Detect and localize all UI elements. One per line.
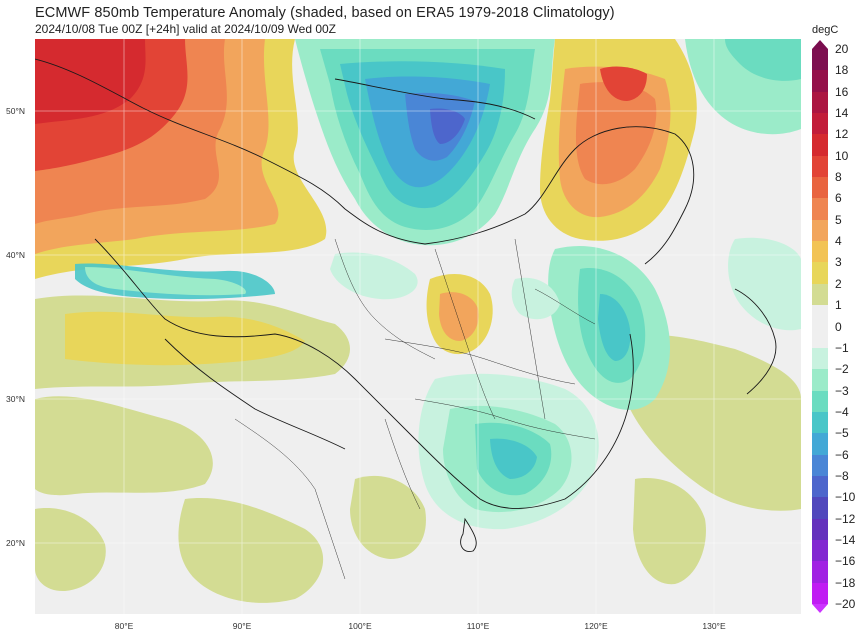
colorbar-swatch: [812, 475, 828, 498]
colorbar-tick-label: 4: [835, 234, 842, 249]
colorbar-swatch: [812, 582, 828, 605]
lon-label-110e: 110°E: [466, 621, 490, 631]
colorbar-tick-label: 10: [835, 148, 849, 163]
colorbar-tick-label: −16: [835, 554, 856, 569]
colorbar-swatch: [812, 326, 828, 349]
colorbar-tick-label: −20: [835, 597, 856, 611]
lat-label-40n: 40°N: [6, 250, 25, 260]
colorbar-swatch: [812, 539, 828, 562]
colorbar-tick-label: −18: [835, 575, 856, 590]
lat-label-30n: 30°N: [6, 394, 25, 404]
colorbar-swatch: [812, 91, 828, 114]
colorbar-tick-label: −2: [835, 362, 849, 377]
map-canvas: [35, 39, 801, 614]
colorbar-swatch: [812, 113, 828, 135]
colorbar-swatch: [812, 497, 828, 520]
colorbar-swatch: [812, 454, 828, 477]
colorbar-tick-label: 12: [835, 127, 849, 142]
colorbar-swatch: [812, 134, 828, 157]
colorbar-tick-label: 2: [835, 276, 842, 291]
colorbar-tick-label: −4: [835, 404, 849, 419]
colorbar-tick-label: −14: [835, 532, 856, 547]
colorbar-tick-label: 1: [835, 298, 842, 313]
colorbar-tick-label: 5: [835, 212, 842, 227]
colorbar-tick-label: 8: [835, 170, 842, 185]
colorbar-swatch: [812, 433, 828, 456]
colorbar-swatch: [812, 70, 828, 93]
anomaly-map: [35, 39, 801, 614]
lon-label-120e: 120°E: [584, 621, 608, 631]
country-borders: [35, 58, 777, 552]
colorbar-swatch: [812, 305, 828, 327]
colorbar-swatch: [812, 518, 828, 541]
colorbar-swatch: [812, 241, 828, 263]
colorbar-swatch: [812, 155, 828, 178]
colorbar-swatch: [812, 347, 828, 370]
colorbar-tick-label: −8: [835, 468, 849, 483]
lon-label-80e: 80°E: [114, 621, 134, 631]
colorbar-swatch: [812, 177, 828, 199]
lon-label-100e: 100°E: [348, 621, 372, 631]
colorbar-swatch: [812, 561, 828, 584]
lat-label-20n: 20°N: [6, 538, 25, 548]
colorbar-unit: degC: [812, 24, 839, 36]
province-borders: [234, 238, 596, 580]
chart-title: ECMWF 850mb Temperature Anomaly (shaded,…: [35, 5, 615, 21]
colorbar-swatch: [812, 283, 828, 306]
colorbar-tick-label: 20: [835, 42, 849, 56]
colorbar-swatch: [812, 369, 828, 392]
lon-label-90e: 90°E: [232, 621, 252, 631]
colorbar-tick-label: 16: [835, 84, 849, 99]
colorbar-tick-label: −3: [835, 383, 849, 398]
colorbar-tick-label: −1: [835, 340, 849, 355]
chart-subtitle: 2024/10/08 Tue 00Z [+24h] valid at 2024/…: [35, 22, 337, 36]
colorbar-tick-label: −5: [835, 426, 849, 441]
colorbar-swatch: [812, 262, 828, 285]
colorbar-swatch: [812, 411, 828, 434]
colorbar-tick-label: −12: [835, 511, 856, 526]
colorbar-swatch: [812, 198, 828, 221]
colorbar-tick-label: 0: [835, 319, 842, 334]
colorbar-tick-label: 6: [835, 191, 842, 206]
colorbar-swatch: [812, 390, 828, 413]
lat-label-50n: 50°N: [6, 106, 25, 116]
colorbar: [812, 49, 828, 605]
colorbar-tick-label: −6: [835, 447, 849, 462]
colorbar-top-arrow: [812, 40, 828, 49]
colorbar-bottom-arrow: [812, 604, 828, 613]
colorbar-tick-label: 14: [835, 106, 849, 121]
colorbar-swatch: [812, 49, 828, 71]
colorbar-tick-label: 18: [835, 63, 849, 78]
colorbar-tick-label: −10: [835, 490, 856, 505]
lon-label-130e: 130°E: [702, 621, 726, 631]
colorbar-tick-label: 3: [835, 255, 842, 270]
colorbar-swatch: [812, 219, 828, 242]
